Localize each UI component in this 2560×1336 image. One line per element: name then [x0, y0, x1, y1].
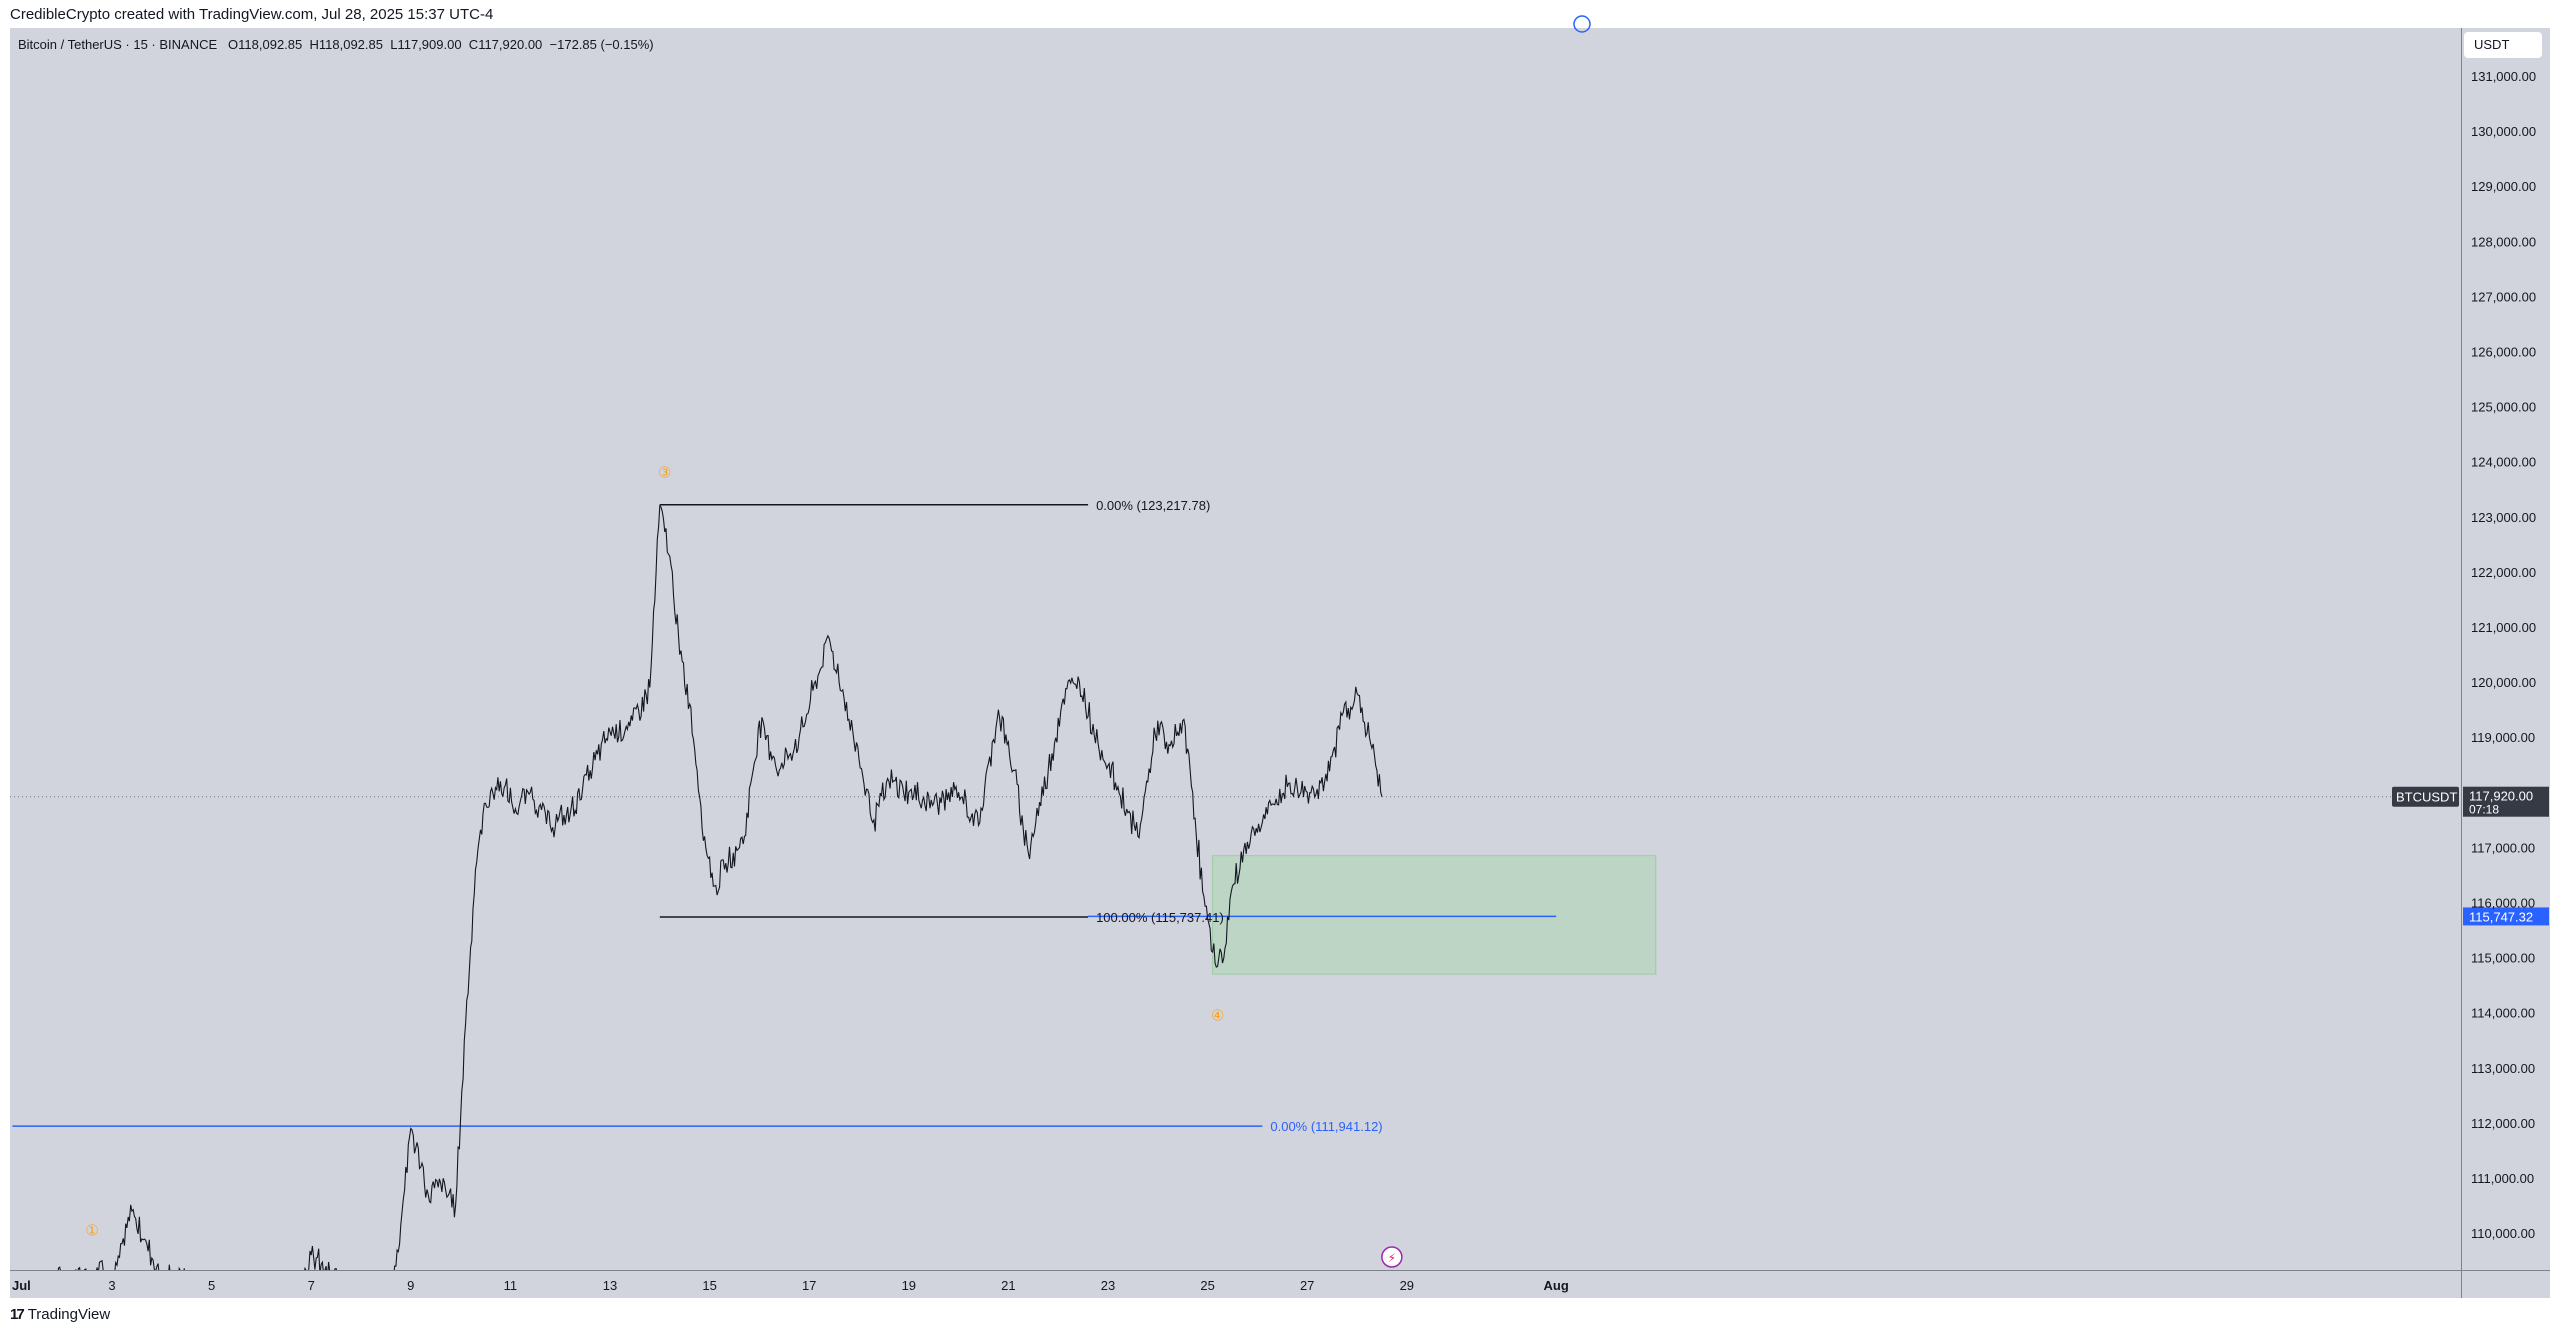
y-tick-label: 120,000.00 — [2471, 675, 2536, 690]
y-tick-label: 110,000.00 — [2471, 1226, 2535, 1241]
wave-label: ④ — [1211, 1007, 1224, 1024]
legend-low-label: L — [390, 37, 398, 52]
y-tick-label: 113,000.00 — [2471, 1061, 2535, 1076]
symbol-legend[interactable]: Bitcoin / TetherUS · 15 · BINANCE O118,0… — [18, 37, 654, 52]
fib-level-label: 100.00% (115,737.41) — [1096, 910, 1224, 925]
legend-open: 118,092.85 — [238, 37, 303, 52]
x-tick-label: 7 — [308, 1278, 315, 1293]
price-axis[interactable] — [2461, 28, 2550, 1298]
x-tick-label: 5 — [208, 1278, 215, 1293]
lightning-icon: ⚡ — [1388, 1251, 1396, 1265]
y-tick-label: 131,000.00 — [2471, 69, 2536, 84]
axis-corner — [2461, 1270, 2550, 1298]
current-price-tag — [2463, 786, 2549, 817]
y-tick-label: 124,000.00 — [2471, 455, 2536, 470]
tradingview-logo-icon: 17 — [10, 1306, 25, 1323]
legend-symbol[interactable]: Bitcoin / TetherUS · 15 · BINANCE — [18, 37, 218, 52]
wave-label: ① — [85, 1222, 98, 1239]
y-tick-label: 127,000.00 — [2471, 289, 2536, 304]
legend-low: 117,909.00 — [397, 37, 462, 52]
y-tick-label: 121,000.00 — [2471, 620, 2536, 635]
y-tick-label: 123,000.00 — [2471, 510, 2536, 525]
x-tick-label: 13 — [603, 1278, 617, 1293]
fib-level-label: 0.00% (123,217.78) — [1096, 498, 1210, 513]
y-tick-label: 125,000.00 — [2471, 400, 2536, 415]
price-series-line[interactable] — [12, 504, 1383, 1305]
y-tick-label: 116,000.00 — [2471, 896, 2535, 911]
symbol-tag — [2392, 786, 2459, 807]
y-tick-label: 128,000.00 — [2471, 234, 2536, 249]
x-tick-label: 21 — [1001, 1278, 1015, 1293]
y-tick-label: 122,000.00 — [2471, 565, 2536, 580]
x-tick-label: 27 — [1300, 1278, 1314, 1293]
blue-level-axis-tag — [2463, 907, 2549, 926]
event-marker-icon[interactable] — [1381, 1246, 1403, 1268]
y-tick-label: 130,000.00 — [2471, 124, 2536, 139]
x-tick-label: Aug — [1544, 1278, 1569, 1293]
symbol-tag-text: BTCUSDT — [2396, 790, 2457, 805]
y-tick-label: 117,000.00 — [2471, 840, 2535, 855]
tradingview-brand[interactable]: 17 TradingView — [10, 1306, 110, 1323]
x-tick-label: 29 — [1400, 1278, 1414, 1293]
x-tick-label: 11 — [504, 1278, 518, 1293]
y-tick-label: 114,000.00 — [2471, 1006, 2535, 1021]
y-tick-label: 111,000.00 — [2471, 1171, 2534, 1186]
x-tick-label: 17 — [802, 1278, 816, 1293]
countdown-tag-text: 07:18 — [2469, 803, 2499, 817]
brand-name: TradingView — [27, 1306, 111, 1323]
current-price-tag-text: 117,920.00 — [2469, 789, 2533, 804]
y-tick-label: 112,000.00 — [2471, 1116, 2535, 1131]
legend-change: −172.85 (−0.15%) — [549, 37, 654, 52]
x-tick-label: Jul — [12, 1278, 31, 1293]
x-tick-label: 9 — [407, 1278, 414, 1293]
top-marker-icon[interactable] — [1573, 15, 1591, 33]
legend-high-label: H — [309, 37, 319, 52]
x-tick-label: 23 — [1101, 1278, 1115, 1293]
y-tick-label: 126,000.00 — [2471, 345, 2536, 360]
demand-zone[interactable] — [1212, 855, 1657, 975]
time-axis[interactable] — [10, 1270, 2461, 1298]
legend-close-label: C — [468, 37, 479, 52]
y-tick-label: 129,000.00 — [2471, 179, 2536, 194]
x-tick-label: 3 — [108, 1278, 115, 1293]
legend-open-label: O — [228, 37, 239, 52]
x-tick-label: 15 — [702, 1278, 716, 1293]
plot-area[interactable] — [10, 28, 2461, 1270]
x-tick-label: 25 — [1200, 1278, 1214, 1293]
legend-close: 117,920.00 — [478, 37, 543, 52]
currency-button[interactable]: USDT — [2464, 32, 2542, 58]
wave-label: ③ — [658, 465, 671, 482]
x-tick-label: 19 — [902, 1278, 916, 1293]
blue-level-axis-tag-text: 115,747.32 — [2469, 909, 2533, 924]
blue-level-label: 0.00% (111,941.12) — [1270, 1119, 1382, 1134]
chart-caption: CredibleCrypto created with TradingView.… — [10, 6, 494, 23]
y-tick-label: 119,000.00 — [2471, 730, 2535, 745]
legend-high: 118,092.85 — [318, 37, 383, 52]
y-tick-label: 115,000.00 — [2471, 951, 2535, 966]
